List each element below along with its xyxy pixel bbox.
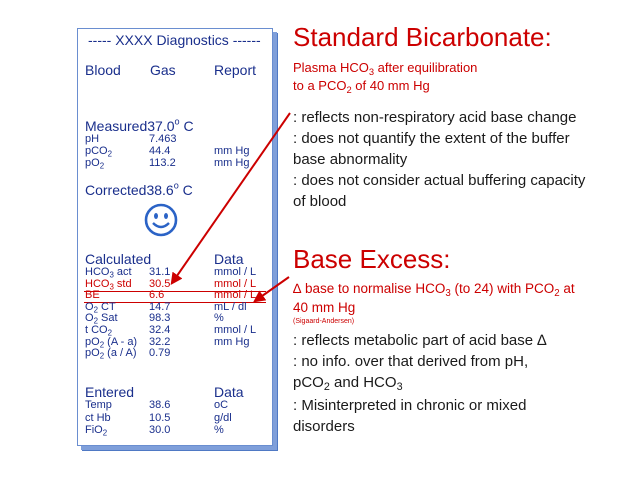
entered-row-unit: oC bbox=[214, 399, 229, 411]
entered-data-label: Data bbox=[214, 384, 244, 400]
blood-gas-report: ----- XXXX Diagnostics ------ Blood Gas … bbox=[77, 28, 273, 446]
calculated-row-unit: mL / dl bbox=[214, 300, 247, 313]
measured-row-ph-name: pH bbox=[85, 133, 100, 145]
entered-row-value: 38.6 bbox=[149, 399, 171, 411]
calculated-row-unit: mmol / L bbox=[214, 277, 257, 290]
highlight-underline bbox=[84, 302, 266, 304]
entered-row-unit: % bbox=[214, 424, 224, 436]
calculated-data-label: Data bbox=[214, 251, 244, 267]
entered-row-value: 30.0 bbox=[149, 424, 171, 436]
calculated-row-value: 14.7 bbox=[149, 300, 171, 313]
measured-label: Measured37.0o C bbox=[85, 116, 194, 134]
calculated-row-value: 6.6 bbox=[149, 289, 165, 302]
measured-unit: C bbox=[183, 118, 194, 134]
standard-bicarbonate-point-2: : does not quantify the extent of the bu… bbox=[293, 130, 570, 147]
report-title: ----- XXXX Diagnostics ------ bbox=[88, 32, 261, 48]
calculated-row-value: 0.79 bbox=[149, 347, 171, 360]
measured-temp: 37.0 bbox=[147, 118, 175, 134]
entered-row-name: FiO2 bbox=[85, 424, 108, 438]
measured-degree: o bbox=[174, 116, 180, 127]
measured-row-po2-name: pO2 bbox=[85, 157, 105, 171]
calculated-row-value: 30.5 bbox=[149, 277, 171, 290]
corrected-unit: C bbox=[182, 182, 193, 198]
base-excess-point-3-cont: disorders bbox=[293, 418, 355, 435]
calculated-row-value: 31.1 bbox=[149, 266, 171, 278]
base-excess-point-3: : Misinterpreted in chronic or mixed bbox=[293, 397, 527, 414]
base-excess-point-2-cont: pCO2 and HCO3 bbox=[293, 374, 403, 394]
measured-row-pco2-name: pCO2 bbox=[85, 145, 113, 159]
entered-row-unit: g/dl bbox=[214, 411, 232, 424]
measured-row-ph-value: 7.463 bbox=[149, 133, 177, 145]
corrected-label: Corrected38.6o C bbox=[85, 180, 193, 198]
calculated-row-unit: mm Hg bbox=[214, 335, 250, 348]
calculated-row-value: 32.2 bbox=[149, 335, 171, 348]
corrected-temp: 38.6 bbox=[146, 182, 174, 198]
calculated-row-name: O2 Sat bbox=[85, 312, 118, 326]
corrected-degree: o bbox=[173, 180, 179, 191]
calculated-row-name: HCO3 act bbox=[85, 266, 132, 280]
header-report: Report bbox=[214, 62, 257, 78]
entered-row-name: Temp bbox=[85, 399, 112, 411]
corrected-text: Corrected bbox=[85, 182, 147, 198]
standard-bicarbonate-point-2-cont: base abnormality bbox=[293, 151, 408, 168]
calculated-row-name: HCO3 std bbox=[85, 277, 132, 291]
base-excess-definition-line2: 40 mm Hg bbox=[293, 300, 356, 315]
calculated-row-name: pO2 (A - a) bbox=[85, 335, 138, 349]
calculated-row-name: t CO2 bbox=[85, 324, 113, 338]
calculated-label: Calculated bbox=[85, 251, 152, 267]
calculated-row-value: 98.3 bbox=[149, 312, 171, 325]
smiley-face-icon bbox=[144, 203, 178, 237]
calculated-row-unit: mmol / L bbox=[214, 324, 257, 336]
base-excess-point-2: : no info. over that derived from pH, bbox=[293, 353, 529, 370]
highlight-underline bbox=[84, 290, 266, 292]
standard-bicarbonate-point-3: : does not consider actual buffering cap… bbox=[293, 172, 586, 189]
calculated-row-unit: mmol / L bbox=[214, 289, 257, 302]
calculated-row-unit: % bbox=[214, 312, 224, 325]
standard-bicarbonate-definition-line1: Plasma HCO3 after equilibration bbox=[293, 60, 478, 77]
header-gas: Gas bbox=[150, 62, 176, 78]
measured-row-pco2-unit: mm Hg bbox=[214, 145, 250, 157]
entered-label: Entered bbox=[85, 384, 135, 400]
measured-row-po2-value: 113.2 bbox=[149, 157, 176, 169]
calculated-row-name: pO2 (a / A) bbox=[85, 347, 137, 361]
base-excess-citation: (Sigaard-Andersen) bbox=[293, 318, 355, 325]
entered-row-name: ct Hb bbox=[85, 411, 111, 424]
calculated-row-name: BE bbox=[85, 289, 100, 302]
base-excess-definition-line1: ∆ base to normalise HCO3 (to 24) with PC… bbox=[293, 281, 575, 299]
standard-bicarbonate-definition-line2: to a PCO2 of 40 mm Hg bbox=[293, 78, 430, 95]
base-excess-point-1: : reflects metabolic part of acid base ∆ bbox=[293, 332, 547, 349]
measured-row-po2-unit: mm Hg bbox=[214, 157, 250, 169]
entered-row-value: 10.5 bbox=[149, 411, 171, 424]
header-blood: Blood bbox=[85, 62, 121, 78]
standard-bicarbonate-point-1: : reflects non-respiratory acid base cha… bbox=[293, 109, 577, 126]
calculated-row-unit: mmol / L bbox=[214, 266, 257, 278]
measured-text: Measured bbox=[85, 118, 148, 134]
measured-row-pco2-value: 44.4 bbox=[149, 145, 171, 157]
standard-bicarbonate-point-3-cont: of blood bbox=[293, 193, 347, 210]
base-excess-heading: Base Excess: bbox=[293, 244, 451, 274]
calculated-row-value: 32.4 bbox=[149, 324, 171, 336]
standard-bicarbonate-heading: Standard Bicarbonate: bbox=[293, 22, 552, 52]
calculated-row-name: O2 CT bbox=[85, 300, 116, 315]
